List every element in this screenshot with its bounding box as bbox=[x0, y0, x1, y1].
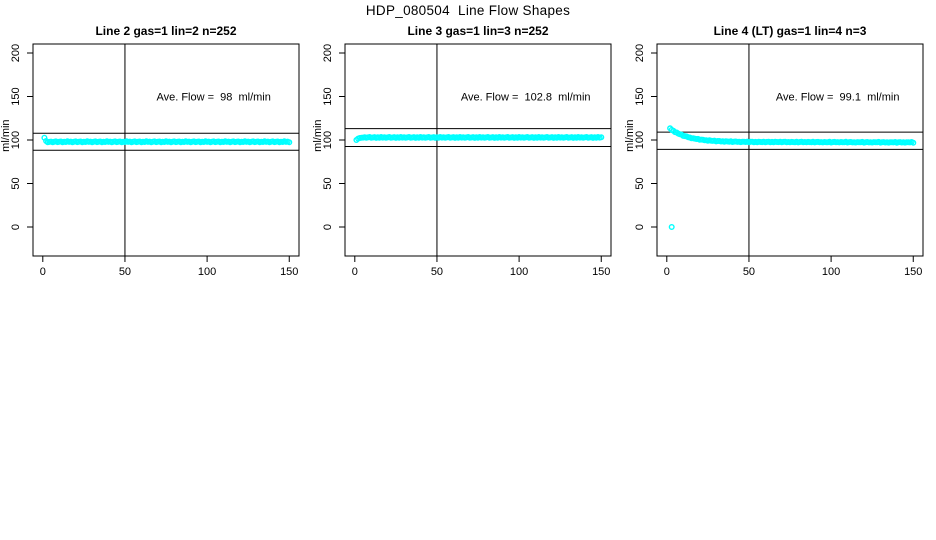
y-tick-label: 150 bbox=[322, 87, 334, 105]
data-points bbox=[41, 134, 293, 146]
panel-line2: Line 2 gas=1 lin=2 n=252 0 50 100 150 0 50 100 1… bbox=[0, 24, 300, 278]
panel-line4: Line 4 (LT) gas=1 lin=4 n=3 0 50 100 150 0 50 1… bbox=[624, 24, 924, 278]
y-tick-label: 50 bbox=[634, 177, 646, 189]
x-tick-label: 150 bbox=[592, 266, 610, 278]
x-tick-label: 0 bbox=[664, 266, 670, 278]
y-tick-label: 100 bbox=[10, 131, 22, 149]
x-tick-label: 100 bbox=[198, 266, 216, 278]
data-points bbox=[353, 133, 605, 143]
x-tick-label: 50 bbox=[119, 266, 131, 278]
y-tick-label: 150 bbox=[10, 87, 22, 105]
x-tick-label: 0 bbox=[352, 266, 358, 278]
data-points bbox=[667, 125, 917, 230]
x-tick-label: 150 bbox=[280, 266, 298, 278]
y-axis-label: ml/min bbox=[0, 119, 12, 151]
y-tick-label: 150 bbox=[634, 87, 646, 105]
outlier-point bbox=[668, 223, 675, 230]
y-tick-label: 50 bbox=[322, 177, 334, 189]
data-point bbox=[598, 134, 605, 141]
annotation-text: Ave. Flow = 99.1 ml/min bbox=[776, 92, 900, 104]
y-axis-label: ml/min bbox=[312, 119, 324, 151]
y-tick-label: 200 bbox=[322, 44, 334, 62]
plot-box bbox=[344, 43, 612, 257]
y-tick-label: 0 bbox=[634, 224, 646, 230]
annotation-text: Ave. Flow = 98 ml/min bbox=[156, 92, 270, 104]
figure-title: HDP_080504 Line Flow Shapes bbox=[365, 3, 571, 18]
plot-box bbox=[656, 43, 924, 257]
panel-title: Line 3 gas=1 lin=3 n=252 bbox=[407, 24, 548, 38]
annotation-text: Ave. Flow = 102.8 ml/min bbox=[461, 92, 591, 104]
y-tick-label: 0 bbox=[10, 224, 22, 230]
x-tick-label: 50 bbox=[431, 266, 443, 278]
y-tick-label: 200 bbox=[10, 44, 22, 62]
x-tick-label: 150 bbox=[904, 266, 922, 278]
y-tick-label: 200 bbox=[634, 44, 646, 62]
x-tick-label: 0 bbox=[40, 266, 46, 278]
panel-line3: Line 3 gas=1 lin=3 n=252 0 50 100 150 0 50 100 1… bbox=[312, 24, 612, 278]
x-tick-label: 50 bbox=[743, 266, 755, 278]
y-tick-label: 100 bbox=[634, 131, 646, 149]
data-point bbox=[910, 139, 917, 146]
y-tick-label: 0 bbox=[322, 224, 334, 230]
x-tick-label: 100 bbox=[822, 266, 840, 278]
y-tick-label: 100 bbox=[322, 131, 334, 149]
x-tick-label: 100 bbox=[510, 266, 528, 278]
panel-title: Line 2 gas=1 lin=2 n=252 bbox=[95, 24, 236, 38]
y-tick-label: 50 bbox=[10, 177, 22, 189]
y-axis-label: ml/min bbox=[624, 119, 636, 151]
data-point bbox=[286, 139, 293, 146]
panel-title: Line 4 (LT) gas=1 lin=4 n=3 bbox=[714, 24, 867, 38]
